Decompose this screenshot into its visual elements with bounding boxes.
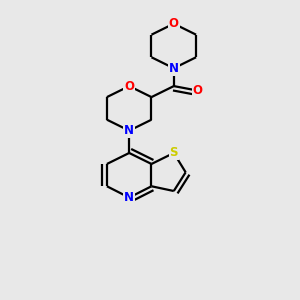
Text: O: O bbox=[124, 80, 134, 93]
Text: N: N bbox=[169, 62, 179, 75]
Text: S: S bbox=[169, 146, 178, 160]
Text: N: N bbox=[124, 124, 134, 137]
Text: O: O bbox=[169, 17, 179, 30]
Text: O: O bbox=[193, 84, 202, 97]
Text: N: N bbox=[124, 191, 134, 204]
